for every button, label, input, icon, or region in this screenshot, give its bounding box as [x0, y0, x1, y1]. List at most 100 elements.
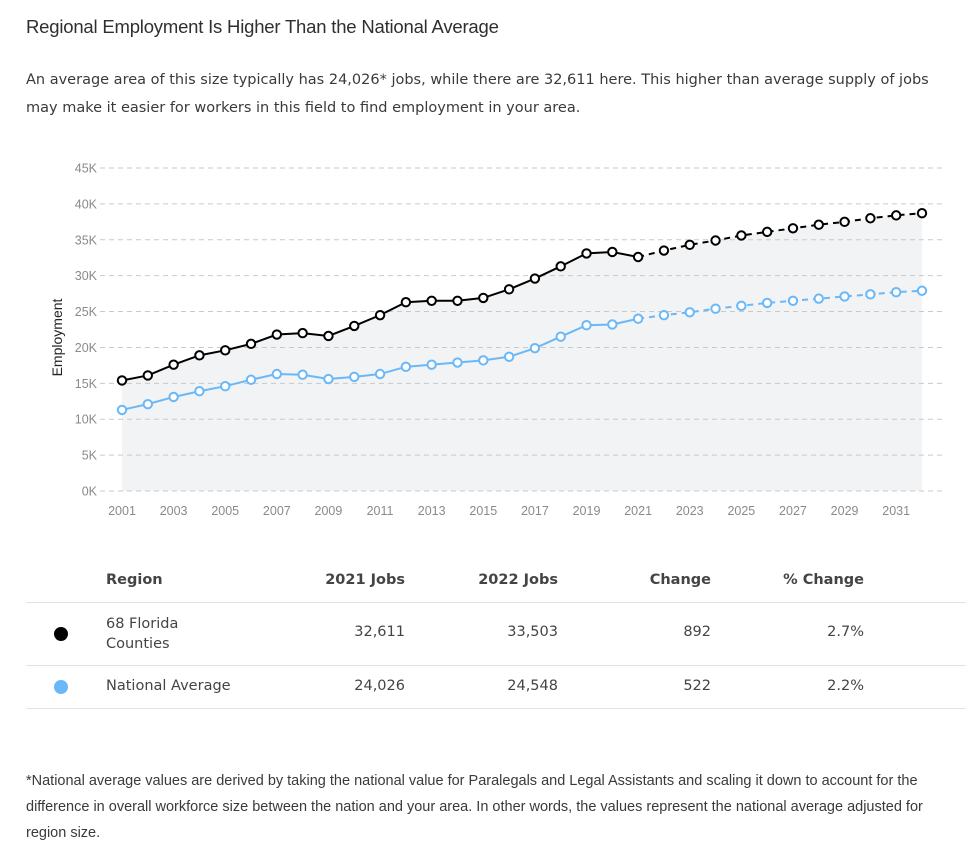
pct-change: 2.2%: [827, 678, 864, 694]
data-point: [116, 404, 128, 416]
x-tick-label: 2017: [521, 504, 549, 518]
jobs-change: 892: [683, 624, 711, 640]
table-row: 68 Florida Counties 32,611 33,503 892 2.…: [26, 603, 966, 666]
jobs-2022: 33,503: [507, 624, 558, 640]
data-point: [658, 245, 670, 256]
data-point: [349, 371, 360, 383]
data-point: [813, 293, 824, 304]
jobs-2021: 24,026: [354, 678, 405, 694]
data-point: [478, 292, 489, 304]
data-point: [555, 331, 566, 342]
data-point: [607, 319, 618, 330]
description-text: An average area of this size typically h…: [26, 72, 929, 116]
data-point: [168, 391, 179, 403]
data-point: [323, 330, 334, 342]
data-point: [632, 313, 644, 324]
data-point: [710, 235, 721, 246]
legend-dot-national: [54, 680, 68, 694]
legend-dot-regional: [54, 627, 68, 641]
y-tick-label: 45K: [75, 162, 98, 176]
jobs-2022: 24,548: [507, 678, 558, 694]
y-tick-label: 35K: [75, 233, 98, 247]
x-tick-label: 2021: [624, 504, 652, 518]
data-point: [400, 297, 412, 308]
table-header-row: Region 2021 Jobs 2022 Jobs Change % Chan…: [26, 560, 966, 603]
x-tick-label: 2029: [831, 504, 859, 518]
data-point: [658, 309, 670, 321]
data-point: [839, 216, 850, 228]
data-point: [787, 295, 799, 306]
data-point: [116, 375, 128, 386]
data-point: [271, 329, 283, 340]
data-point: [503, 284, 515, 295]
data-point: [813, 219, 824, 230]
employment-line-chart: 0K 5K 10K 15K 20K 25K 30K 35K 40K 45K 2001 2003 2005…: [49, 162, 944, 518]
table-row: National Average 24,026 24,548 522 2.2%: [26, 666, 966, 709]
header-2021-jobs: 2021 Jobs: [325, 572, 405, 588]
data-point: [452, 357, 463, 368]
data-point: [529, 342, 541, 354]
data-point: [220, 381, 231, 392]
region-name: 68 Florida Counties: [106, 614, 178, 654]
data-point: [142, 370, 154, 381]
data-point: [349, 320, 360, 332]
data-point: [916, 208, 928, 219]
x-tick-label: 2031: [882, 504, 910, 518]
data-point: [761, 297, 773, 309]
data-point: [916, 285, 928, 296]
y-tick-label: 0K: [82, 485, 98, 499]
x-tick-label: 2023: [676, 504, 704, 518]
y-axis-label: Employment: [49, 298, 65, 376]
y-tick-label: 15K: [75, 377, 98, 391]
data-point: [452, 295, 463, 306]
data-point: [400, 361, 412, 373]
y-tick-label: 25K: [75, 305, 98, 319]
region-name-line2: Counties: [106, 636, 170, 652]
page-title: Regional Employment Is Higher Than the N…: [26, 16, 499, 37]
region-name: National Average: [106, 678, 231, 694]
x-tick-label: 2001: [108, 504, 136, 518]
x-tick-label: 2013: [418, 504, 446, 518]
y-tick-label: 40K: [75, 197, 98, 211]
data-point: [529, 273, 541, 284]
data-point: [142, 398, 154, 410]
pct-change: 2.7%: [827, 624, 864, 640]
data-point: [245, 374, 257, 385]
data-point: [839, 291, 850, 302]
data-point: [890, 286, 902, 298]
data-point: [736, 300, 747, 312]
x-tick-label: 2025: [727, 504, 755, 518]
x-tick-label: 2005: [211, 504, 239, 518]
data-point: [503, 351, 515, 362]
data-point: [220, 345, 231, 356]
x-tick-label: 2019: [573, 504, 601, 518]
data-point: [194, 350, 205, 361]
jobs-change: 522: [683, 678, 711, 694]
data-point: [865, 213, 876, 224]
comparison-table: Region 2021 Jobs 2022 Jobs Change % Chan…: [26, 560, 966, 709]
data-point: [581, 319, 592, 331]
data-point: [194, 386, 205, 397]
data-point: [323, 373, 334, 385]
data-point: [297, 369, 308, 380]
data-point: [607, 246, 618, 258]
header-2022-jobs: 2022 Jobs: [478, 572, 558, 588]
data-point: [426, 295, 437, 306]
header-region: Region: [106, 572, 163, 588]
data-point: [374, 368, 386, 380]
region-name-line1: 68 Florida: [106, 616, 179, 632]
header-pct-change: % Change: [783, 572, 864, 588]
data-point: [890, 210, 902, 221]
y-tick-label: 30K: [75, 269, 98, 283]
data-point: [684, 307, 695, 318]
x-tick-label: 2011: [367, 504, 394, 518]
data-point: [865, 289, 876, 300]
y-tick-label: 20K: [75, 341, 98, 355]
x-tick-label: 2015: [469, 504, 497, 518]
data-point: [761, 226, 773, 238]
data-point: [787, 223, 799, 234]
data-point: [374, 309, 386, 321]
data-point: [581, 248, 592, 259]
data-point: [168, 359, 179, 370]
data-point: [684, 239, 695, 251]
